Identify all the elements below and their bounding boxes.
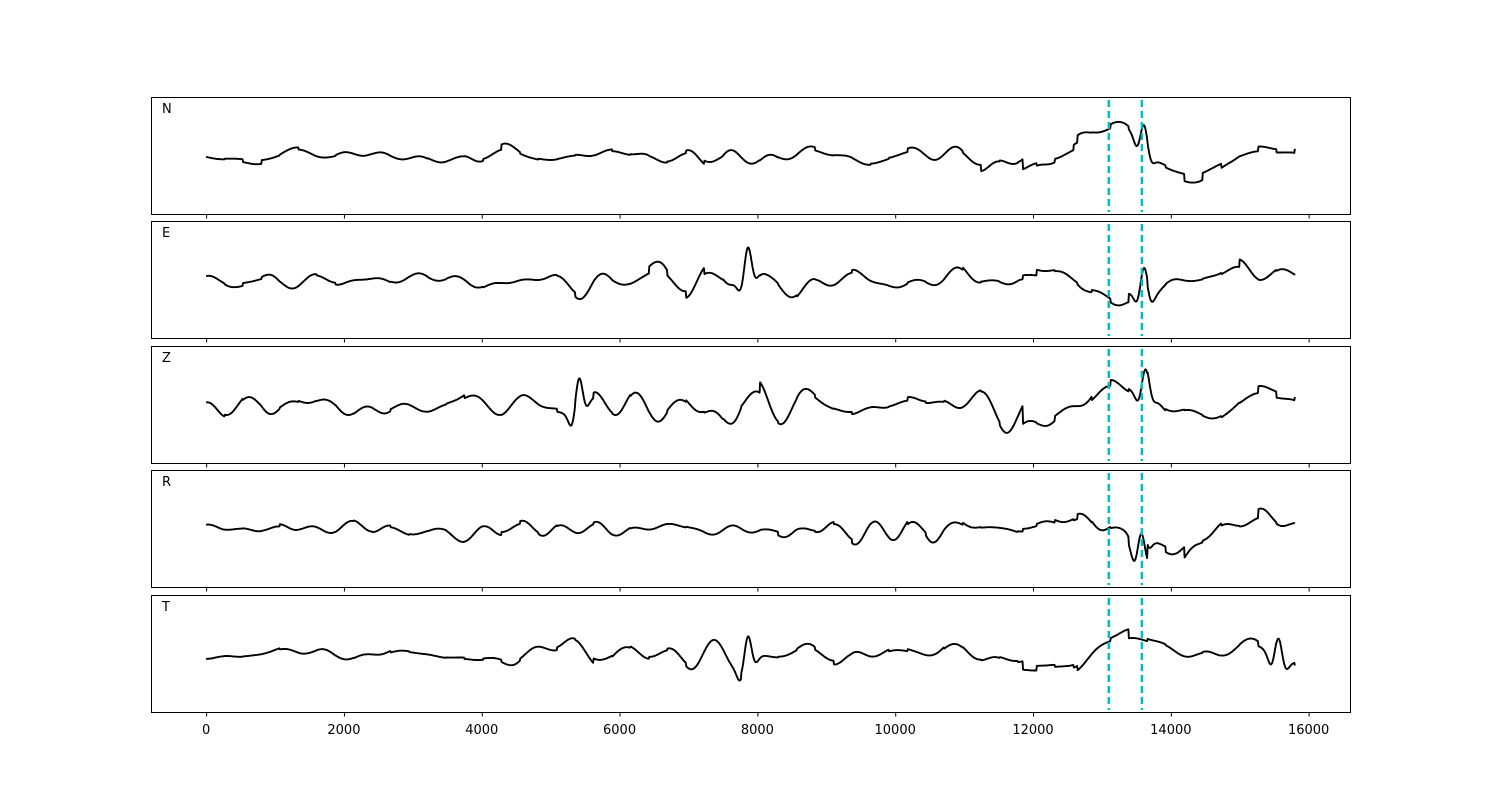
waveform-t [205,628,1296,682]
trace-panel-e: E [151,221,1351,343]
trace-panel-t: T [151,595,1351,717]
panel-frame [151,221,1351,339]
x-tick-label: 2000 [327,723,360,738]
waveform-n [205,120,1296,184]
x-tick-label: 0 [202,723,210,738]
panel-frame [151,346,1351,464]
waveform-r [205,507,1296,562]
x-tick-label: 8000 [741,723,774,738]
trace-panel-r: R [151,470,1351,592]
trace-panels: N E Z R T [151,97,1351,717]
x-axis: 0 2000 4000 6000 8000 10000 12000 14000 16000 [202,723,1329,738]
panel-frame [151,595,1351,713]
panel-frame [151,470,1351,588]
x-tick-label: 4000 [465,723,498,738]
trace-panel-n: N [151,97,1351,219]
panel-label: Z [162,351,171,366]
x-tick-label: 6000 [603,723,636,738]
x-tick-label: 16000 [1288,723,1329,738]
x-tick-label: 10000 [875,723,916,738]
x-tick-label: 14000 [1150,723,1191,738]
panel-label: R [162,475,171,490]
panel-label: E [162,226,170,241]
panel-label: N [162,102,172,117]
waveform-z [205,368,1296,434]
trace-panel-z: Z [151,346,1351,468]
waveform-e [205,246,1296,307]
panel-frame [151,97,1351,215]
x-tick-label: 12000 [1012,723,1053,738]
panel-label: T [161,600,170,615]
